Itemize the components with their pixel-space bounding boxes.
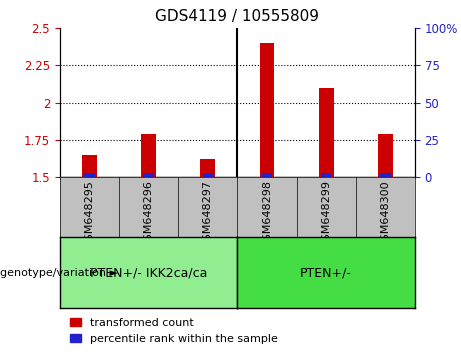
- Bar: [201, 159, 215, 177]
- Text: GSM648296: GSM648296: [144, 180, 154, 248]
- Bar: [202, 172, 213, 177]
- Bar: [143, 172, 154, 177]
- Bar: [262, 172, 272, 177]
- Text: GSM648297: GSM648297: [203, 180, 213, 248]
- Text: GSM648300: GSM648300: [380, 180, 390, 248]
- Bar: [378, 134, 393, 177]
- Bar: [321, 172, 331, 177]
- Bar: [82, 155, 97, 177]
- Text: genotype/variation ►: genotype/variation ►: [0, 268, 118, 278]
- Text: GSM648295: GSM648295: [84, 180, 95, 248]
- Bar: [380, 172, 390, 177]
- Legend: transformed count, percentile rank within the sample: transformed count, percentile rank withi…: [65, 314, 282, 348]
- Text: PTEN+/-: PTEN+/-: [300, 266, 352, 279]
- Bar: [141, 134, 156, 177]
- Text: GSM648298: GSM648298: [262, 180, 272, 248]
- Bar: [260, 43, 274, 177]
- Bar: [319, 88, 334, 177]
- Title: GDS4119 / 10555809: GDS4119 / 10555809: [155, 9, 319, 24]
- Text: PTEN+/- IKK2ca/ca: PTEN+/- IKK2ca/ca: [90, 266, 207, 279]
- Bar: [84, 172, 95, 177]
- Text: GSM648299: GSM648299: [321, 180, 331, 248]
